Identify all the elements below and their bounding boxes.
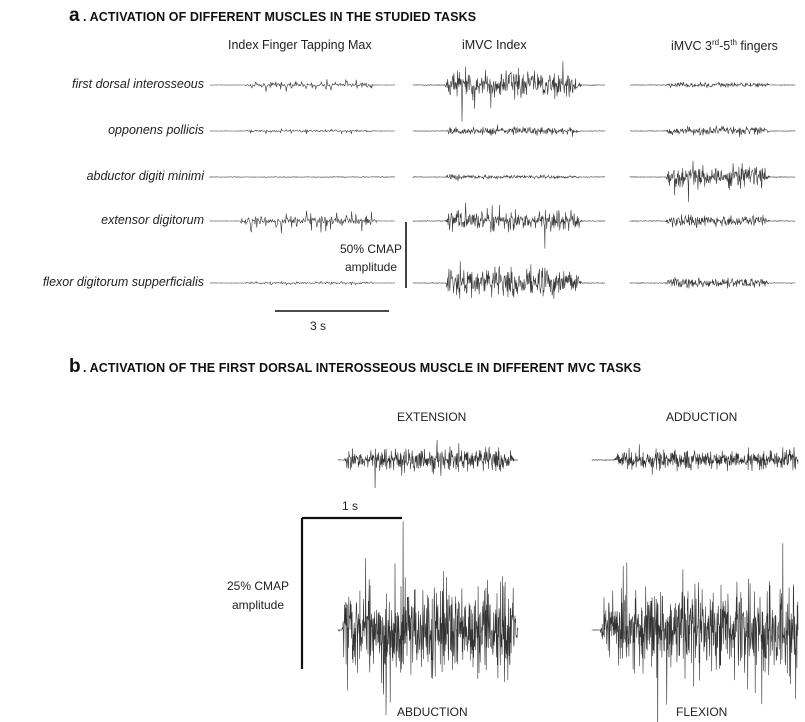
- trace-b-flexion: [591, 543, 799, 722]
- scale-b-time-label: 1 s: [342, 499, 359, 513]
- scale-a-amplitude-line2: amplitude: [344, 260, 398, 274]
- trace-label-abduction: ABDUCTION: [397, 705, 468, 719]
- row-label-extensor-digitorum: extensor digitorum: [101, 213, 204, 227]
- trace-a-imvc-index-fds: [412, 261, 605, 300]
- trace-b-abduction: [337, 521, 519, 716]
- trace-a-tapping-fdi: [209, 79, 395, 92]
- trace-b-adduction: [591, 444, 799, 475]
- trace-a-imvc-3-5-ed: [629, 214, 796, 229]
- scale-a-time-label: 3 s: [310, 319, 327, 333]
- panel-b-letter: b: [69, 356, 81, 377]
- scale-b-amplitude-line2: amplitude: [231, 598, 285, 612]
- scale-a-amplitude-line1: 50% CMAP: [340, 242, 403, 256]
- trace-a-tapping-ed: [209, 210, 395, 234]
- panel-a-letter: a: [69, 5, 80, 26]
- trace-a-imvc-index-fdi: [412, 61, 605, 122]
- row-label-abductor-digiti-minimi: abductor digiti minimi: [86, 169, 204, 183]
- panel-b-title: . ACTIVATION OF THE FIRST DORSAL INTEROS…: [83, 361, 642, 375]
- row-label-first-dorsal-interosseous: first dorsal interosseous: [71, 77, 204, 91]
- row-label-flexor-digitorum-superficialis: flexor digitorum supperficialis: [42, 275, 204, 289]
- trace-a-imvc-3-5-adm: [629, 160, 796, 203]
- trace-a-tapping-fds: [209, 281, 395, 286]
- trace-label-extension: EXTENSION: [397, 410, 467, 424]
- row-label-opponens-pollicis: opponens pollicis: [108, 123, 204, 137]
- trace-a-imvc-index-op: [413, 124, 606, 137]
- column-title-imvc-index: iMVC Index: [462, 38, 527, 52]
- trace-a-imvc-index-ed: [412, 202, 606, 249]
- trace-a-imvc-3-5-fdi: [629, 81, 796, 89]
- trace-a-tapping-adm: [209, 176, 395, 178]
- trace-a-imvc-3-5-op: [630, 124, 796, 137]
- column-title-imvc-3-5: iMVC 3rd-5th fingers: [671, 38, 778, 54]
- scale-b-amplitude-line1: 25% CMAP: [226, 579, 290, 593]
- column-title-tapping: Index Finger Tapping Max: [228, 38, 372, 52]
- trace-a-tapping-op: [210, 128, 395, 135]
- trace-a-imvc-index-adm: [412, 173, 606, 181]
- trace-label-adduction: ADDUCTION: [666, 410, 738, 424]
- trace-label-flexion: FLEXION: [676, 705, 728, 719]
- trace-b-extension: [337, 439, 519, 489]
- trace-a-imvc-3-5-fds: [629, 277, 796, 289]
- panel-a-title: . ACTIVATION OF DIFFERENT MUSCLES IN THE…: [83, 10, 477, 24]
